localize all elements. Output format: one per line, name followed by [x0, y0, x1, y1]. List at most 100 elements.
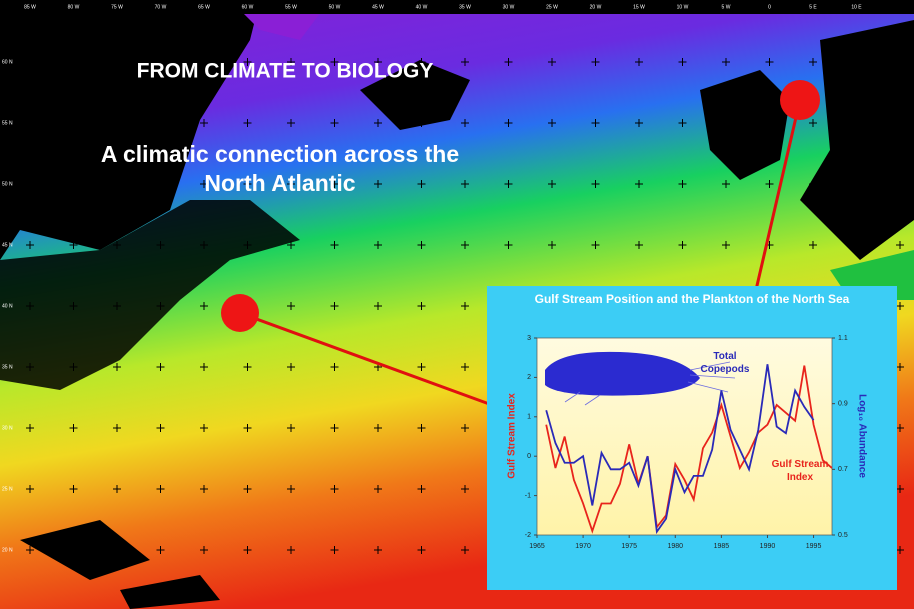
grid-cross [504, 241, 513, 249]
grid-cross [156, 119, 165, 127]
grid-cross [113, 119, 121, 127]
grid-cross [113, 241, 121, 249]
grid-cross [330, 302, 339, 310]
grid-cross [722, 241, 730, 249]
grid-cross [330, 424, 339, 432]
annotation-box: Gulf Stream Index [772, 459, 829, 483]
longitude-label: 45 W [372, 4, 384, 10]
grid-cross [374, 302, 382, 310]
longitude-label: 5 W [722, 4, 731, 10]
grid-cross [896, 546, 904, 554]
grid-cross [200, 546, 208, 554]
grid-cross [504, 180, 513, 188]
grid-cross [156, 180, 165, 188]
land-greenland [360, 60, 470, 130]
grid-cross [287, 546, 295, 554]
location-dot [780, 80, 820, 120]
grid-cross [69, 58, 78, 66]
y-tick-label: 2 [527, 374, 531, 381]
grid-cross [330, 241, 339, 249]
grid-cross [635, 241, 643, 249]
grid-cross [461, 485, 469, 493]
grid-cross [113, 180, 121, 188]
grid-cross [461, 424, 469, 432]
grid-cross [287, 119, 295, 127]
grid-cross [417, 546, 426, 554]
connector-line [754, 99, 802, 291]
grid-cross [809, 241, 817, 249]
latitude-label: 30 N [2, 425, 13, 431]
longitude-label: 0 [768, 4, 771, 10]
y2-tick-label: 1.1 [838, 335, 848, 342]
grid-cross [461, 302, 469, 310]
grid-cross [330, 180, 339, 188]
grid-cross [417, 119, 426, 127]
longitude-label: 10 E [851, 4, 862, 10]
grid-cross [287, 58, 295, 66]
location-dot [221, 294, 259, 332]
grid-cross [417, 180, 426, 188]
longitude-label: 70 W [155, 4, 167, 10]
grid-cross [200, 424, 208, 432]
grid-cross [156, 302, 165, 310]
connector-line [239, 311, 493, 407]
grid-cross [113, 302, 121, 310]
y2-tick-label: 0.7 [838, 466, 848, 473]
y-tick-label: 3 [527, 335, 531, 342]
longitude-label: 85 W [24, 4, 36, 10]
grid-cross [722, 119, 730, 127]
grid-cross [156, 485, 165, 493]
grid-cross [765, 180, 774, 188]
grid-cross [809, 58, 817, 66]
grid-cross [287, 424, 295, 432]
grid-cross [374, 546, 382, 554]
grid-cross [461, 58, 469, 66]
grid-cross [200, 58, 208, 66]
grid-cross [852, 241, 861, 249]
grid-cross [896, 180, 904, 188]
chart-title-box: Gulf Stream Position and the Plankton of… [535, 292, 850, 306]
grid-cross [69, 424, 78, 432]
annotation-box: Total Copepods [701, 351, 750, 375]
grid-cross [504, 58, 513, 66]
grid-cross [635, 180, 643, 188]
grid-cross [69, 241, 78, 249]
subtitle-box: A climatic connection across the North A… [101, 141, 459, 196]
latitude-label: 35 N [2, 364, 13, 370]
grid-cross [635, 58, 643, 66]
grid-cross [330, 485, 339, 493]
grid-cross [200, 241, 208, 249]
grid-cross [374, 424, 382, 432]
grid-cross [722, 180, 730, 188]
grid-cross [287, 363, 295, 371]
x-tick-label: 1970 [575, 543, 591, 550]
grid-cross [330, 119, 339, 127]
grid-cross [896, 363, 904, 371]
longitude-label: 80 W [68, 4, 80, 10]
y-tick-label: -1 [525, 492, 531, 499]
grid-cross [287, 485, 295, 493]
grid-cross [113, 485, 121, 493]
latitude-label: 45 N [2, 242, 13, 248]
grid-cross [678, 58, 687, 66]
grid-cross [374, 119, 382, 127]
land-north-america [0, 0, 260, 260]
grid-cross [417, 363, 426, 371]
grid-cross [591, 119, 600, 127]
grid-cross [417, 241, 426, 249]
latitude-label: 20 N [2, 547, 13, 553]
grid-cross [156, 424, 165, 432]
grid-cross [417, 424, 426, 432]
land-coast [0, 200, 300, 390]
longitude-label: 50 W [329, 4, 341, 10]
grid-cross [113, 424, 121, 432]
longitude-label: 60 W [242, 4, 254, 10]
grid-cross [243, 424, 252, 432]
grid-cross [374, 58, 382, 66]
grid-cross [26, 546, 34, 554]
longitude-label: 15 W [633, 4, 645, 10]
grid-cross [374, 485, 382, 493]
grid-cross [591, 180, 600, 188]
grid-cross [26, 424, 34, 432]
grid-cross [200, 119, 208, 127]
